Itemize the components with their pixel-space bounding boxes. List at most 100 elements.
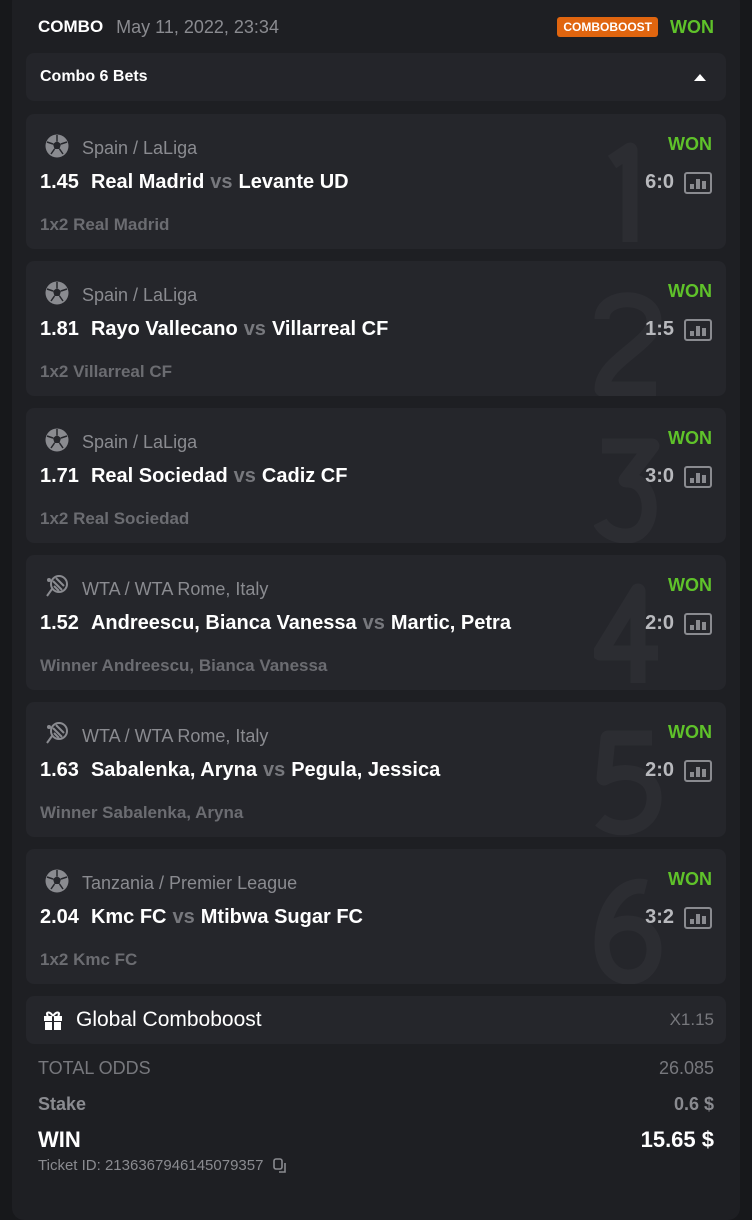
pick: 1x2 Villarreal CF (40, 362, 172, 381)
match: 1.52 Andreescu, Bianca Vanessa vs Martic, P… (40, 612, 511, 635)
score: 6:0 (645, 171, 674, 193)
bet-index-watermark (594, 438, 660, 543)
bet-type: COMBO (38, 17, 104, 36)
caret-up-icon (694, 73, 706, 81)
soccer-ball-icon (44, 868, 82, 899)
league: Spain / LaLiga (44, 280, 197, 311)
home-team: Rayo Vallecano (90, 318, 238, 340)
league: Tanzania / Premier League (44, 868, 297, 899)
stats-icon[interactable] (684, 760, 712, 782)
bet-date: May 11, 2022, 23:34 (116, 16, 279, 37)
stake-row: Stake 0.6 $ (38, 1094, 714, 1115)
ticket-status: WON (670, 16, 714, 37)
pick: 1x2 Kmc FC (40, 950, 138, 969)
match: 1.45 Real Madrid vs Levante UD (40, 171, 349, 194)
stake-label: Stake (38, 1094, 87, 1114)
odds: 1.71 (40, 465, 79, 487)
win-row: WIN 15.65 $ (38, 1127, 714, 1153)
pick: Winner Andreescu, Bianca Vanessa (40, 656, 328, 675)
bet-status: WON (668, 575, 712, 595)
tennis-icon (44, 574, 82, 605)
odds: 2.04 (40, 906, 79, 928)
league-name: Spain / LaLiga (82, 285, 198, 305)
bet-card: WTA / WTA Rome, Italy WON 1.63 Sabalenka,… (26, 702, 726, 837)
league-name: Spain / LaLiga (82, 432, 198, 452)
league: WTA / WTA Rome, Italy (44, 574, 268, 605)
copy-icon[interactable] (273, 1157, 289, 1174)
gift-icon (44, 1011, 62, 1030)
odds: 1.45 (40, 171, 79, 193)
league-name: Spain / LaLiga (82, 138, 198, 158)
away-team: Mtibwa Sugar FC (200, 906, 363, 928)
stats-icon[interactable] (684, 907, 712, 929)
vs: vs (262, 759, 286, 781)
match: 1.63 Sabalenka, Aryna vs Pegula, Jessica (40, 759, 440, 782)
soccer-ball-icon (44, 427, 82, 458)
bet-card: WTA / WTA Rome, Italy WON 1.52 Andreescu,… (26, 555, 726, 690)
total-odds-row: TOTAL ODDS 26.085 (38, 1058, 714, 1079)
ticket-id-row: Ticket ID: 2136367946145079357 (38, 1157, 289, 1174)
away-team: Martic, Petra (390, 612, 511, 634)
tennis-icon (44, 721, 82, 752)
home-team: Kmc FC (90, 906, 167, 928)
score: 2:0 (645, 759, 674, 781)
away-team: Pegula, Jessica (291, 759, 441, 781)
boost-value: X1.15 (669, 1010, 714, 1029)
odds: 1.52 (40, 612, 79, 634)
pick: 1x2 Real Sociedad (40, 509, 190, 528)
bet-index-watermark (594, 878, 662, 984)
bet-status: WON (668, 281, 712, 301)
league: Spain / LaLiga (44, 133, 197, 164)
bet-status: WON (668, 134, 712, 154)
bet-index-watermark (594, 292, 662, 396)
score: 2:0 (645, 612, 674, 634)
boost-label: Global Comboboost (76, 1008, 262, 1031)
soccer-ball-icon (44, 280, 82, 311)
stats-icon[interactable] (684, 172, 712, 194)
score: 3:0 (645, 465, 674, 487)
stats-icon[interactable] (684, 466, 712, 488)
away-team: Cadiz CF (261, 465, 348, 487)
bet-status: WON (668, 869, 712, 889)
combo-bets-toggle[interactable]: Combo 6 Bets (26, 53, 726, 101)
league-name: Tanzania / Premier League (82, 873, 298, 893)
total-odds-value: 26.085 (658, 1058, 714, 1078)
vs: vs (210, 171, 233, 193)
league-name: WTA / WTA Rome, Italy (82, 726, 269, 746)
bet-card: Spain / LaLiga WON 1.71 Real Sociedad vs Ca… (26, 408, 726, 543)
away-team: Villarreal CF (271, 318, 389, 340)
win-value: 15.65 $ (640, 1127, 714, 1152)
stake-value: 0.6 $ (673, 1094, 714, 1114)
stats-icon[interactable] (684, 613, 712, 635)
match: 1.81 Rayo Vallecano vs Villarreal CF (40, 318, 388, 341)
match: 1.71 Real Sociedad vs Cadiz CF (40, 465, 347, 488)
home-team: Sabalenka, Aryna (90, 759, 257, 781)
home-team: Andreescu, Bianca Vanessa (90, 612, 357, 634)
global-comboboost: Global Comboboost X1.15 (26, 996, 726, 1044)
ticket-id: Ticket ID: 2136367946145079357 (38, 1157, 264, 1174)
bet-status: WON (668, 722, 712, 742)
away-team: Levante UD (238, 171, 349, 193)
league: WTA / WTA Rome, Italy (44, 721, 268, 752)
bet-card: Spain / LaLiga WON 1.45 Real Madrid vs Leva… (26, 114, 726, 249)
pick: 1x2 Real Madrid (40, 215, 170, 234)
bet-index-watermark (594, 583, 658, 683)
home-team: Real Sociedad (90, 465, 228, 487)
odds: 1.81 (40, 318, 79, 340)
total-odds-label: TOTAL ODDS (38, 1058, 151, 1078)
bet-index-watermark (607, 142, 638, 242)
bet-status: WON (668, 428, 712, 448)
soccer-ball-icon (44, 133, 82, 164)
score: 3:2 (645, 906, 674, 928)
ticket-header: COMBO May 11, 2022, 23:34 COMBOBOOST WON (38, 15, 714, 39)
league: Spain / LaLiga (44, 427, 197, 458)
bet-index-watermark (595, 730, 662, 836)
league-name: WTA / WTA Rome, Italy (82, 579, 269, 599)
combo-title: Combo 6 Bets (40, 68, 148, 85)
score: 1:5 (645, 318, 674, 340)
vs: vs (233, 465, 256, 487)
match: 2.04 Kmc FC vs Mtibwa Sugar FC (40, 906, 363, 929)
stats-icon[interactable] (684, 319, 712, 341)
pick: Winner Sabalenka, Aryna (40, 803, 244, 822)
vs: vs (243, 318, 266, 340)
